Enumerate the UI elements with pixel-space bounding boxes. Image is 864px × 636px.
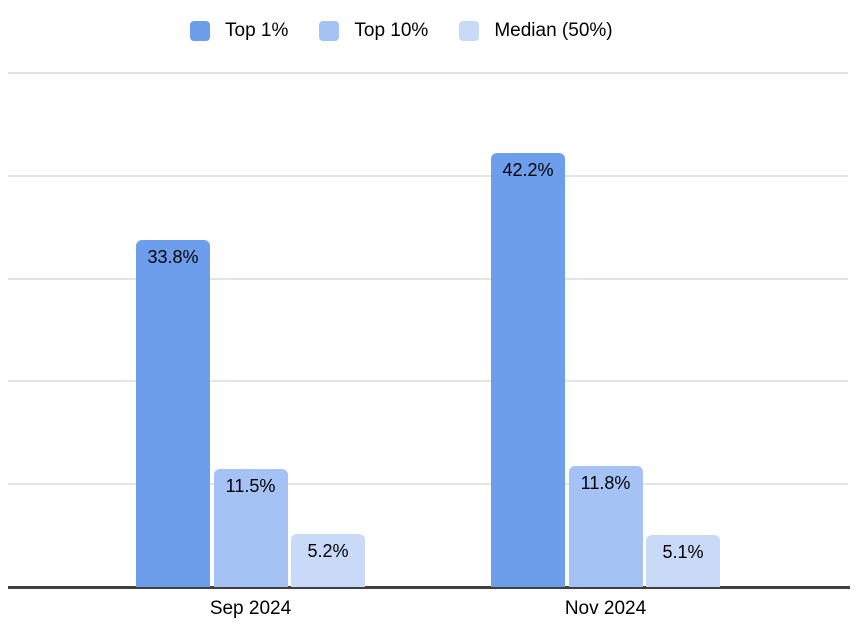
legend-item-top-1: Top 1% <box>190 20 288 42</box>
bar-value-label: 11.8% <box>580 472 631 493</box>
gridline-40 <box>8 174 848 177</box>
legend-swatch-top-1 <box>190 21 210 41</box>
bar-nov-2024-median-50: 5.1% <box>646 534 720 587</box>
legend-swatch-median-50 <box>459 21 480 41</box>
bar-nov-2024-top-1: 42.2% <box>491 153 565 587</box>
x-axis-label-nov-2024: Nov 2024 <box>564 598 647 619</box>
bar-sep-2024-top-10: 11.5% <box>213 468 288 587</box>
gridline-30 <box>8 277 848 280</box>
gridline-20 <box>8 380 848 383</box>
bar-value-label: 42.2% <box>502 160 554 181</box>
bar-value-label: 5.2% <box>307 540 349 561</box>
bar-sep-2024-top-1: 33.8% <box>136 239 210 587</box>
bar-sep-2024-median-50: 5.2% <box>291 533 365 587</box>
x-axis-label-sep-2024: Sep 2024 <box>209 598 292 619</box>
legend-swatch-top-10 <box>319 21 340 41</box>
legend-label: Median (50%) <box>494 20 613 41</box>
bar-value-label: 11.5% <box>225 475 276 496</box>
bar-value-label: 33.8% <box>147 246 199 267</box>
legend-item-top-10: Top 10% <box>319 20 428 42</box>
gridline-50 <box>8 72 848 74</box>
chart-legend: Top 1% Top 10% Median (50%) <box>190 20 613 42</box>
legend-label: Top 1% <box>225 20 289 41</box>
bar-nov-2024-top-10: 11.8% <box>568 465 643 587</box>
legend-item-median-50: Median (50%) <box>459 20 613 42</box>
bar-value-label: 5.1% <box>662 541 704 562</box>
legend-label: Top 10% <box>354 20 429 41</box>
x-axis-line <box>8 586 850 589</box>
gridline-10 <box>8 483 848 486</box>
